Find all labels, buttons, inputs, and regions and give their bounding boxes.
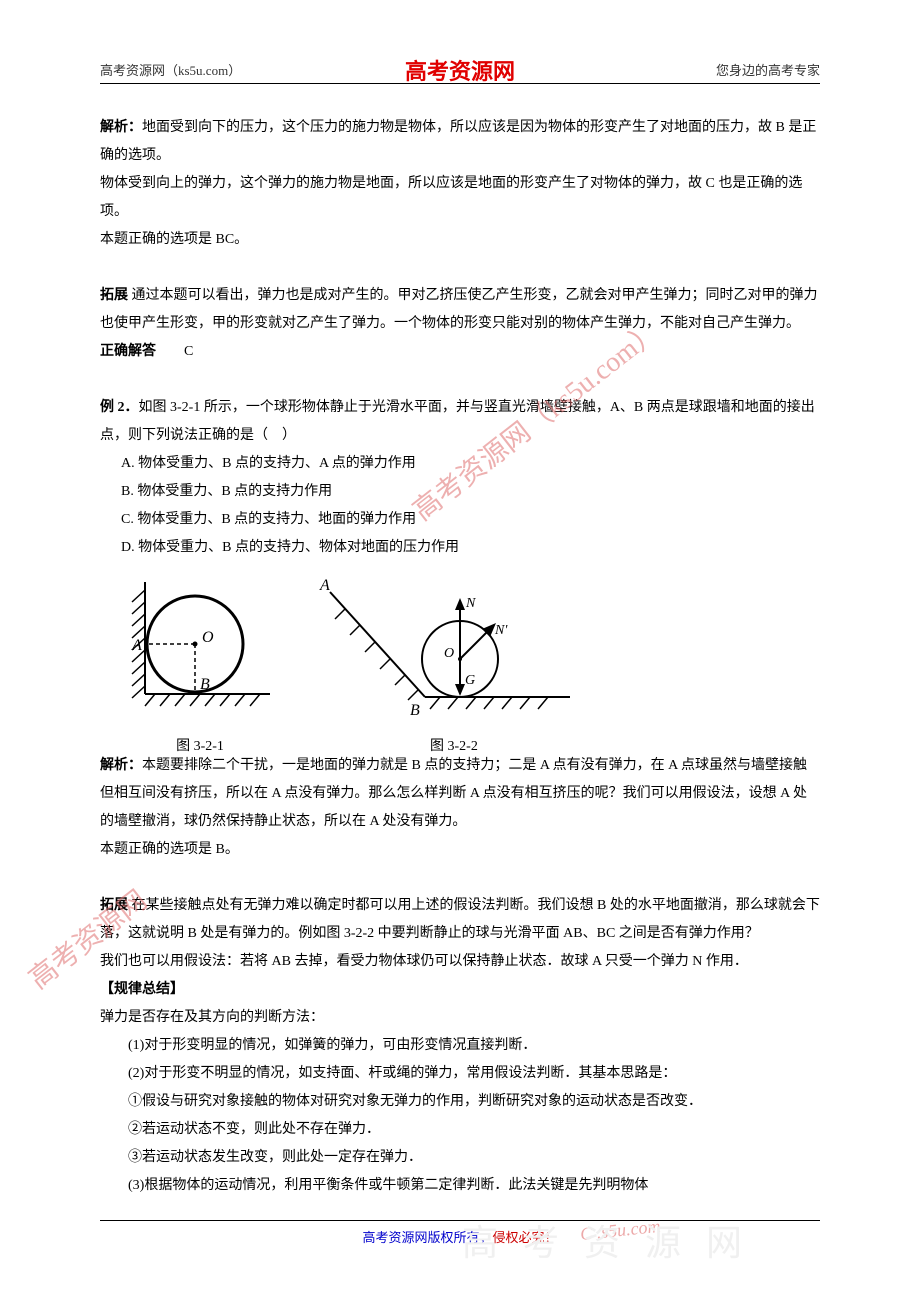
example-2: 例 2．如图 3-2-1 所示，一个球形物体静止于光滑水平面，并与竖直光滑墙壁接…	[100, 394, 820, 450]
label-tuozhan: 拓展	[100, 288, 128, 303]
svg-text:O: O	[202, 629, 214, 646]
svg-text:G: G	[465, 673, 475, 688]
header-left: 高考资源网（ks5u.com）	[100, 60, 241, 79]
rules-label: 【规律总结】	[100, 976, 820, 1004]
label-tuozhan2: 拓展	[100, 898, 128, 913]
svg-text:B: B	[200, 676, 210, 693]
watermark-faint-bottom: 高 考 资 源 网	[462, 1214, 750, 1266]
svg-text:A: A	[131, 637, 142, 654]
svg-text:N': N'	[494, 623, 508, 638]
page-container: 高考资源网（ks5u.com） 高考资源网 您身边的高考专家 高考资源网（ks5…	[0, 0, 920, 1286]
expand-2: 拓展 在某些接触点处有无弹力难以确定时都可以用上述的假设法判断。我们设想 B 处…	[100, 892, 820, 948]
header-right: 您身边的高考专家	[716, 60, 820, 79]
rules-p2: (2)对于形变不明显的情况，如支持面、杆或绳的弹力，常用假设法判断．其基本思路是…	[100, 1060, 820, 1088]
fig322-caption: 图 3-2-2	[430, 733, 478, 761]
page-header: 高考资源网（ks5u.com） 高考资源网 您身边的高考专家	[100, 60, 820, 84]
svg-text:N: N	[465, 596, 476, 611]
rules-p3: ①假设与研究对象接触的物体对研究对象无弹力的作用，判断研究对象的运动状态是否改变…	[100, 1088, 820, 1116]
rules-p1: (1)对于形变明显的情况，如弹簧的弹力，可由形变情况直接判断．	[100, 1032, 820, 1060]
label-jiexi: 解析：	[100, 120, 142, 135]
analysis-2: 解析：本题要排除二个干扰，一是地面的弹力就是 B 点的支持力；二是 A 点有没有…	[100, 752, 820, 836]
option-a: A. 物体受重力、B 点的支持力、A 点的弹力作用	[100, 450, 820, 478]
correct-answer: 正确解答 C	[100, 338, 820, 366]
option-b: B. 物体受重力、B 点的支持力作用	[100, 478, 820, 506]
figure-3-2-2-svg: A B N N' G O	[310, 572, 590, 722]
option-c: C. 物体受重力、B 点的支持力、地面的弹力作用	[100, 506, 820, 534]
figures-row: A B O 图 3-2-1	[100, 572, 820, 742]
text-expand2: 我们也可以用假设法：若将 AB 去掉，看受力物体球仍可以保持静止状态．故球 A …	[100, 948, 820, 976]
expand-1: 拓展 通过本题可以看出，弹力也是成对产生的。甲对乙挤压使乙产生形变，乙就会对甲产…	[100, 282, 820, 338]
text-p3: 本题正确的选项是 BC。	[100, 226, 820, 254]
option-d: D. 物体受重力、B 点的支持力、物体对地面的压力作用	[100, 534, 820, 562]
header-center: 高考资源网	[405, 54, 515, 86]
rules-p4: ②若运动状态不变，则此处不存在弹力．	[100, 1116, 820, 1144]
figure-3-2-1-svg: A B O	[120, 572, 280, 722]
svg-text:O: O	[444, 646, 454, 661]
text-p4: 通过本题可以看出，弹力也是成对产生的。甲对乙挤压使乙产生形变，乙就会对甲产生弹力…	[100, 288, 818, 331]
content-area: 解析：地面受到向下的压力，这个压力的施力物是物体，所以应该是因为物体的形变产生了…	[100, 114, 820, 1200]
figure-3-2-1: A B O 图 3-2-1	[120, 572, 280, 761]
label-zhengque: 正确解答	[100, 344, 156, 359]
svg-text:A: A	[319, 577, 330, 594]
text-expand: 在某些接触点处有无弹力难以确定时都可以用上述的假设法判断。我们设想 B 处的水平…	[100, 898, 820, 941]
text-analysis: 本题要排除二个干扰，一是地面的弹力就是 B 点的支持力；二是 A 点有没有弹力，…	[100, 758, 807, 829]
analysis-1: 解析：地面受到向下的压力，这个压力的施力物是物体，所以应该是因为物体的形变产生了…	[100, 114, 820, 170]
text-analysis2: 本题正确的选项是 B。	[100, 836, 820, 864]
svg-text:B: B	[410, 702, 420, 719]
fig321-caption: 图 3-2-1	[120, 733, 280, 761]
text-p1: 地面受到向下的压力，这个压力的施力物是物体，所以应该是因为物体的形变产生了对地面…	[100, 120, 816, 163]
rules-p6: (3)根据物体的运动情况，利用平衡条件或牛顿第二定律判断．此法关键是先判明物体	[100, 1172, 820, 1200]
label-ex2: 例 2．	[100, 400, 139, 415]
text-p5: C	[156, 344, 193, 359]
rules-p0: 弹力是否存在及其方向的判断方法：	[100, 1004, 820, 1032]
text-ex2: 如图 3-2-1 所示，一个球形物体静止于光滑水平面，并与竖直光滑墙壁接触，A、…	[100, 400, 815, 443]
figure-3-2-2: A B N N' G O 图 3-2-2	[310, 572, 590, 733]
rules-p5: ③若运动状态发生改变，则此处一定存在弹力．	[100, 1144, 820, 1172]
text-p2: 物体受到向上的弹力，这个弹力的施力物是地面，所以应该是地面的形变产生了对物体的弹…	[100, 170, 820, 226]
